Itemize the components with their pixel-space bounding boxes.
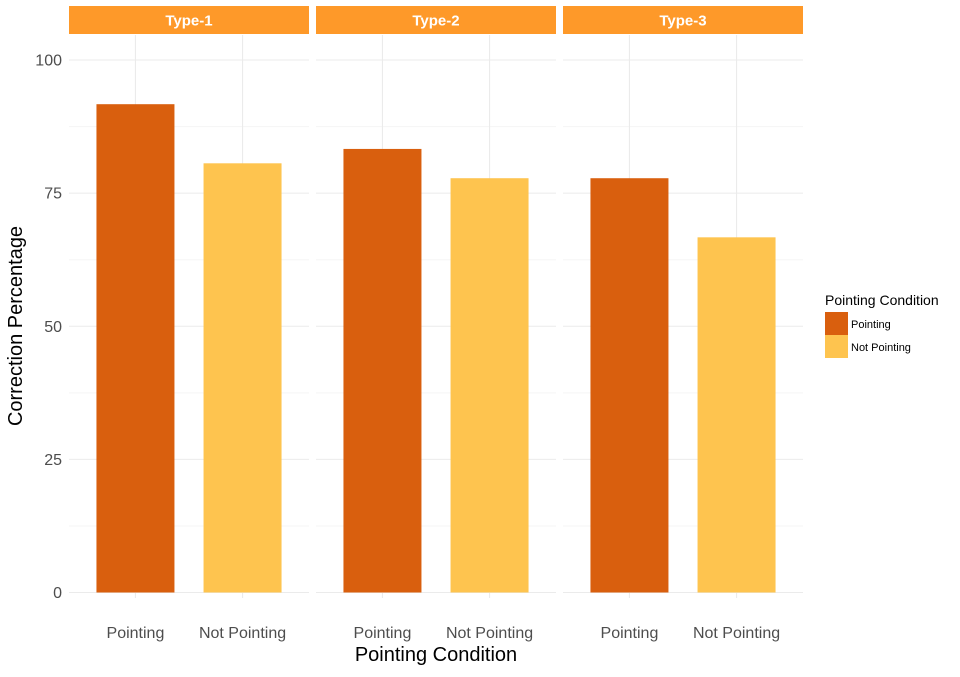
legend-label-not-pointing: Not Pointing	[851, 342, 911, 354]
facet-strip-background	[563, 6, 803, 34]
y-tick-label: 0	[53, 585, 62, 602]
facet-strip-background	[69, 6, 309, 34]
x-tick-label: Pointing	[601, 625, 659, 642]
x-tick-label: Pointing	[354, 625, 412, 642]
bar-type-2-not-pointing	[450, 178, 529, 593]
legend-title: Pointing Condition	[825, 292, 939, 308]
legend-label-pointing: Pointing	[851, 319, 891, 331]
y-tick-label: 50	[44, 319, 62, 336]
grid-layer	[69, 35, 803, 598]
facet-strip-label: Type-2	[412, 13, 459, 30]
bar-type-1-not-pointing	[203, 163, 282, 593]
bars-layer	[96, 104, 776, 593]
x-tick-label: Not Pointing	[199, 625, 286, 642]
bar-type-3-pointing	[590, 178, 669, 593]
x-tick-label: Pointing	[107, 625, 165, 642]
y-axis-title: Correction Percentage	[5, 226, 27, 426]
facet-strips: Type-1 Type-2 Type-3	[69, 6, 803, 34]
x-tick-label: Not Pointing	[693, 625, 780, 642]
legend: Pointing Condition Pointing Not Pointing	[825, 292, 939, 358]
bar-type-2-pointing	[343, 148, 422, 593]
facet-strip-label: Type-1	[165, 13, 212, 30]
y-tick-label: 75	[44, 186, 62, 203]
legend-key-pointing	[825, 312, 848, 335]
bar-type-3-not-pointing	[697, 237, 776, 593]
x-axis-title: Pointing Condition	[355, 644, 517, 666]
y-tick-label: 100	[35, 53, 62, 70]
x-tick-label: Not Pointing	[446, 625, 533, 642]
y-tick-label: 25	[44, 452, 62, 469]
facet-strip-label: Type-3	[659, 13, 706, 30]
legend-key-not-pointing	[825, 335, 848, 358]
bar-type-1-pointing	[96, 104, 175, 593]
facet-strip-background	[316, 6, 556, 34]
axis-layer: Pointing Not Pointing Pointing Not Pointing…	[35, 53, 780, 643]
